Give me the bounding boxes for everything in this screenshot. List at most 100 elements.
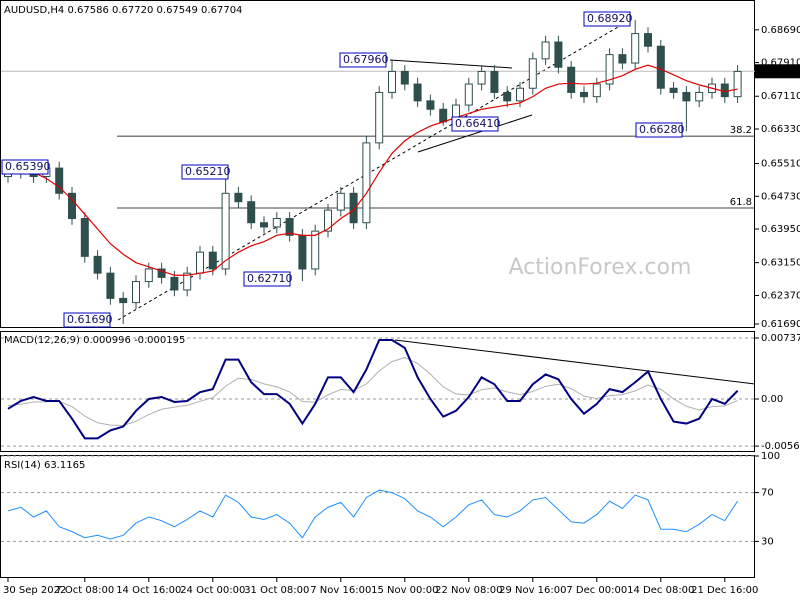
candle-body — [144, 268, 153, 283]
y-tick-label: 0.63950 — [761, 224, 800, 235]
y-tick-label: 30 — [761, 536, 774, 547]
candle-body — [272, 218, 281, 228]
x-tick-label: 31 Oct 08:00 — [244, 585, 309, 596]
candle-body — [733, 70, 742, 98]
candle-body — [311, 230, 320, 270]
y-tick-label: 0.68690 — [761, 25, 800, 36]
triangle-upper — [389, 59, 513, 69]
candle-body — [247, 201, 256, 224]
rsi-title: RSI(14) 63.1165 — [4, 460, 85, 471]
last-price-label: 0.67704 — [758, 66, 799, 77]
x-tick-label: 7 Dec 00:00 — [566, 585, 627, 596]
x-tick-label: 30 Sep 2022 — [3, 585, 66, 596]
fib-label: 61.8 — [730, 197, 752, 208]
candle-body — [426, 100, 435, 110]
candle-body — [80, 218, 89, 257]
x-tick-label: 15 Nov 00:00 — [371, 585, 438, 596]
watermark: ActionForex.com — [509, 255, 692, 280]
indicator-line — [7, 489, 739, 540]
candle-body — [503, 91, 512, 102]
candle-body — [170, 276, 179, 291]
candle-body — [388, 70, 396, 93]
candle-body — [631, 33, 640, 64]
candle-body — [490, 70, 499, 93]
candle-body — [55, 167, 64, 194]
y-tick-label: 0.67910 — [761, 58, 800, 69]
candle-body — [400, 70, 409, 85]
candle-body — [605, 54, 614, 85]
y-tick-label: 0.62370 — [761, 290, 800, 301]
annotation: 0.65390 — [5, 160, 51, 173]
rsi-frame — [0, 455, 755, 578]
candle-body — [106, 272, 115, 299]
y-tick-label: -0.005693 — [761, 441, 800, 452]
candle-body — [695, 91, 704, 102]
chart-title: AUDUSD,H4 0.67586 0.67720 0.67549 0.6770… — [4, 5, 242, 16]
annotation-box — [583, 11, 631, 27]
annotation: 0.67960 — [343, 53, 389, 66]
annotation-box — [1, 159, 49, 175]
y-tick-label: 100 — [761, 451, 780, 462]
x-tick-label: 24 Oct 00:00 — [180, 585, 245, 596]
indicator-line — [7, 339, 739, 440]
candle-body — [580, 91, 588, 98]
macd-divergence-line — [394, 339, 756, 385]
annotation: 0.68920 — [587, 12, 633, 25]
candle-body — [592, 83, 601, 98]
candle-body — [656, 45, 665, 89]
candle-body — [541, 41, 550, 60]
annotation: 0.61690 — [67, 313, 113, 326]
indicator-line — [7, 356, 738, 427]
macd-title: MACD(12,26,9) 0.000996 -0.000195 — [4, 335, 185, 346]
fib-label: 38.2 — [730, 125, 752, 136]
annotation-box — [339, 52, 387, 68]
last-price-box — [755, 64, 800, 79]
candle-body — [132, 281, 140, 304]
candle-body — [567, 66, 576, 93]
candle-body — [477, 70, 486, 85]
main-frame — [0, 0, 755, 328]
x-tick-label: 14 Dec 08:00 — [627, 585, 694, 596]
candle-body — [362, 142, 371, 224]
candle-body — [324, 209, 332, 232]
y-tick-label: 0.65510 — [761, 158, 800, 169]
candle-body — [196, 251, 204, 274]
y-tick-label: 0.66330 — [761, 124, 800, 135]
x-tick-label: 7 Nov 16:00 — [310, 585, 371, 596]
candle-body — [554, 41, 563, 68]
annotation-box — [181, 164, 229, 180]
candle-body — [285, 218, 294, 236]
candle-body — [413, 83, 422, 102]
candle-body — [375, 91, 384, 144]
macd-frame — [0, 331, 755, 452]
candle-body — [68, 192, 76, 220]
triangle-lower — [417, 114, 533, 153]
annotation: 0.66280 — [639, 123, 685, 136]
candle-body — [618, 54, 627, 64]
annotation-box — [451, 116, 499, 132]
candle-body — [439, 108, 448, 123]
candle-body — [336, 192, 345, 211]
y-tick-label: 0.61690 — [761, 319, 800, 330]
annotation: 0.65210 — [185, 165, 231, 178]
x-tick-label: 21 Dec 16:00 — [691, 585, 758, 596]
candle-body — [234, 192, 243, 203]
candle-body — [157, 268, 166, 278]
candle-body — [516, 87, 524, 102]
x-tick-label: 22 Nov 08:00 — [435, 585, 502, 596]
candle-body — [298, 234, 307, 270]
candle-body — [682, 91, 691, 102]
candle-body — [119, 297, 128, 304]
annotation: 0.66410 — [455, 117, 501, 130]
x-tick-label: 29 Nov 16:00 — [499, 585, 566, 596]
moving-average — [7, 64, 738, 276]
candle-body — [183, 272, 192, 291]
candle-body — [464, 83, 473, 106]
y-tick-label: 0.007371 — [761, 333, 800, 344]
y-tick-label: 0.63150 — [761, 258, 800, 269]
candle-body — [208, 251, 217, 270]
candle-body — [93, 255, 102, 274]
annotation-box — [63, 312, 111, 328]
candle-body — [669, 87, 678, 93]
